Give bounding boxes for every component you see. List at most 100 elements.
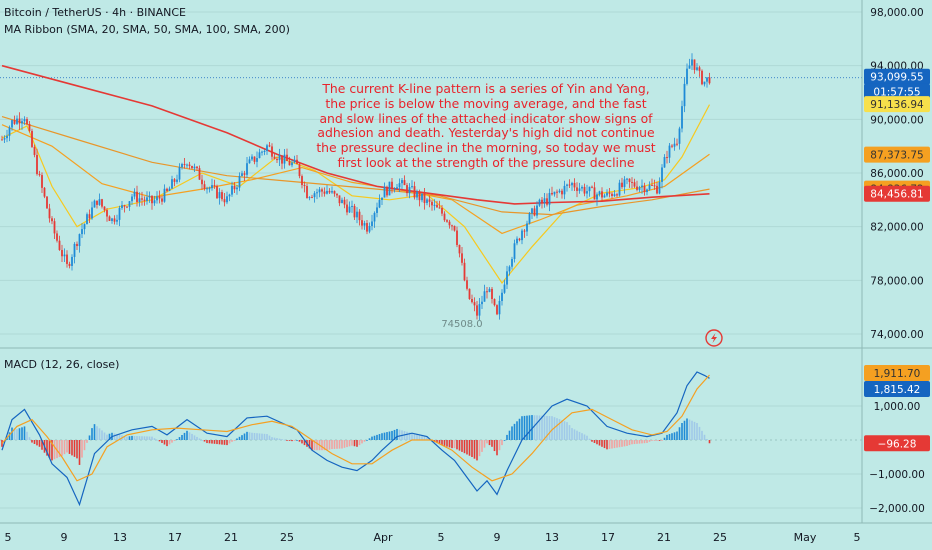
candle bbox=[48, 203, 51, 223]
candle bbox=[153, 195, 156, 206]
candle bbox=[548, 188, 551, 212]
macd-histogram-bar bbox=[663, 437, 666, 440]
candle bbox=[508, 265, 511, 276]
candle bbox=[96, 200, 98, 209]
candle bbox=[418, 189, 421, 207]
candle bbox=[3, 135, 6, 143]
candle bbox=[488, 287, 491, 293]
macd-histogram-bar bbox=[38, 440, 41, 447]
candle bbox=[78, 233, 81, 253]
macd-histogram-bar bbox=[333, 440, 336, 449]
candle bbox=[311, 194, 313, 199]
price-axis-label: 74,000.00 bbox=[870, 329, 923, 341]
macd-histogram-bar bbox=[621, 440, 623, 447]
ma-ribbon-legend[interactable]: MA Ribbon (SMA, 20, SMA, 50, SMA, 100, S… bbox=[4, 23, 290, 36]
candle bbox=[218, 188, 221, 205]
candle bbox=[681, 100, 683, 133]
macd-histogram-bar bbox=[223, 440, 226, 445]
macd-histogram-bar bbox=[418, 434, 421, 440]
candle bbox=[143, 196, 146, 206]
candle bbox=[301, 174, 303, 189]
candle bbox=[373, 211, 376, 228]
macd-histogram-bar bbox=[96, 426, 98, 440]
candle bbox=[316, 188, 318, 200]
macd-histogram-bar bbox=[573, 429, 576, 440]
macd-histogram-bar bbox=[261, 433, 263, 440]
candle bbox=[46, 196, 48, 209]
macd-histogram-bar bbox=[386, 432, 388, 440]
macd-histogram-bar bbox=[146, 436, 148, 440]
macd-histogram-bar bbox=[308, 440, 311, 449]
macd-histogram-bar bbox=[421, 435, 423, 440]
macd-histogram-bar bbox=[46, 440, 48, 456]
candle bbox=[643, 182, 646, 196]
macd-histogram-bar bbox=[86, 440, 88, 443]
candle bbox=[411, 180, 413, 189]
candle bbox=[116, 214, 118, 225]
candle bbox=[476, 300, 478, 320]
candle bbox=[368, 222, 371, 234]
macd-histogram-bar bbox=[286, 440, 288, 441]
candle bbox=[491, 287, 493, 304]
candle bbox=[131, 194, 133, 205]
macd-histogram-bar bbox=[131, 435, 133, 440]
macd-histogram-bar bbox=[491, 440, 493, 447]
candle bbox=[528, 211, 531, 225]
candle bbox=[201, 174, 203, 190]
candle bbox=[296, 155, 298, 165]
candle bbox=[266, 143, 268, 155]
candle bbox=[28, 120, 31, 133]
macd-histogram-bar bbox=[298, 440, 301, 442]
time-axis-label: 5 bbox=[854, 531, 861, 544]
macd-histogram-bar bbox=[66, 440, 68, 453]
candle bbox=[628, 178, 631, 188]
macd-histogram-bar bbox=[556, 418, 558, 440]
svg-text:87,373.75: 87,373.75 bbox=[870, 150, 923, 162]
candle bbox=[178, 163, 181, 183]
macd-histogram-bar bbox=[451, 440, 453, 449]
macd-histogram-bar bbox=[518, 418, 521, 440]
candle bbox=[61, 244, 63, 263]
macd-histogram-bar bbox=[253, 432, 256, 440]
lightning-icon[interactable] bbox=[705, 329, 723, 347]
macd-histogram-bar bbox=[631, 440, 633, 445]
ma-line-sma-100 bbox=[1, 116, 710, 216]
svg-text:1,815.42: 1,815.42 bbox=[874, 384, 921, 396]
candle bbox=[666, 150, 668, 164]
macd-histogram-bar bbox=[476, 440, 478, 461]
candle bbox=[591, 185, 593, 189]
candle bbox=[186, 163, 188, 169]
candle bbox=[351, 200, 353, 213]
candle bbox=[576, 182, 578, 198]
candle bbox=[686, 63, 688, 86]
macd-histogram-bar bbox=[218, 440, 221, 445]
candle bbox=[256, 151, 258, 168]
signal-line bbox=[1, 374, 710, 482]
candle bbox=[603, 193, 606, 198]
macd-histogram-bar bbox=[563, 421, 566, 440]
candle bbox=[701, 69, 703, 86]
svg-text:84,456.81: 84,456.81 bbox=[870, 189, 923, 201]
macd-histogram-bar bbox=[506, 434, 508, 440]
macd-histogram-bar bbox=[243, 433, 246, 440]
macd-histogram-bar bbox=[203, 440, 206, 442]
macd-histogram-bar bbox=[216, 440, 218, 445]
macd-histogram-bar bbox=[496, 440, 498, 456]
candle bbox=[691, 53, 693, 70]
macd-histogram-bar bbox=[396, 428, 398, 440]
macd-histogram-bar bbox=[371, 436, 373, 440]
macd-histogram-bar bbox=[178, 437, 181, 440]
macd-histogram-bar bbox=[191, 433, 193, 440]
candle bbox=[258, 148, 261, 159]
candle bbox=[551, 186, 553, 196]
macd-histogram-bar bbox=[541, 415, 543, 440]
time-axis-label: 5 bbox=[438, 531, 445, 544]
macd-legend[interactable]: MACD (12, 26, close) bbox=[4, 358, 120, 371]
candle bbox=[121, 200, 123, 210]
candle bbox=[396, 183, 398, 189]
macd-histogram-bar bbox=[648, 440, 651, 442]
candle bbox=[641, 179, 643, 194]
low-price-label: 74508.0 bbox=[441, 319, 482, 330]
candle bbox=[26, 117, 28, 126]
